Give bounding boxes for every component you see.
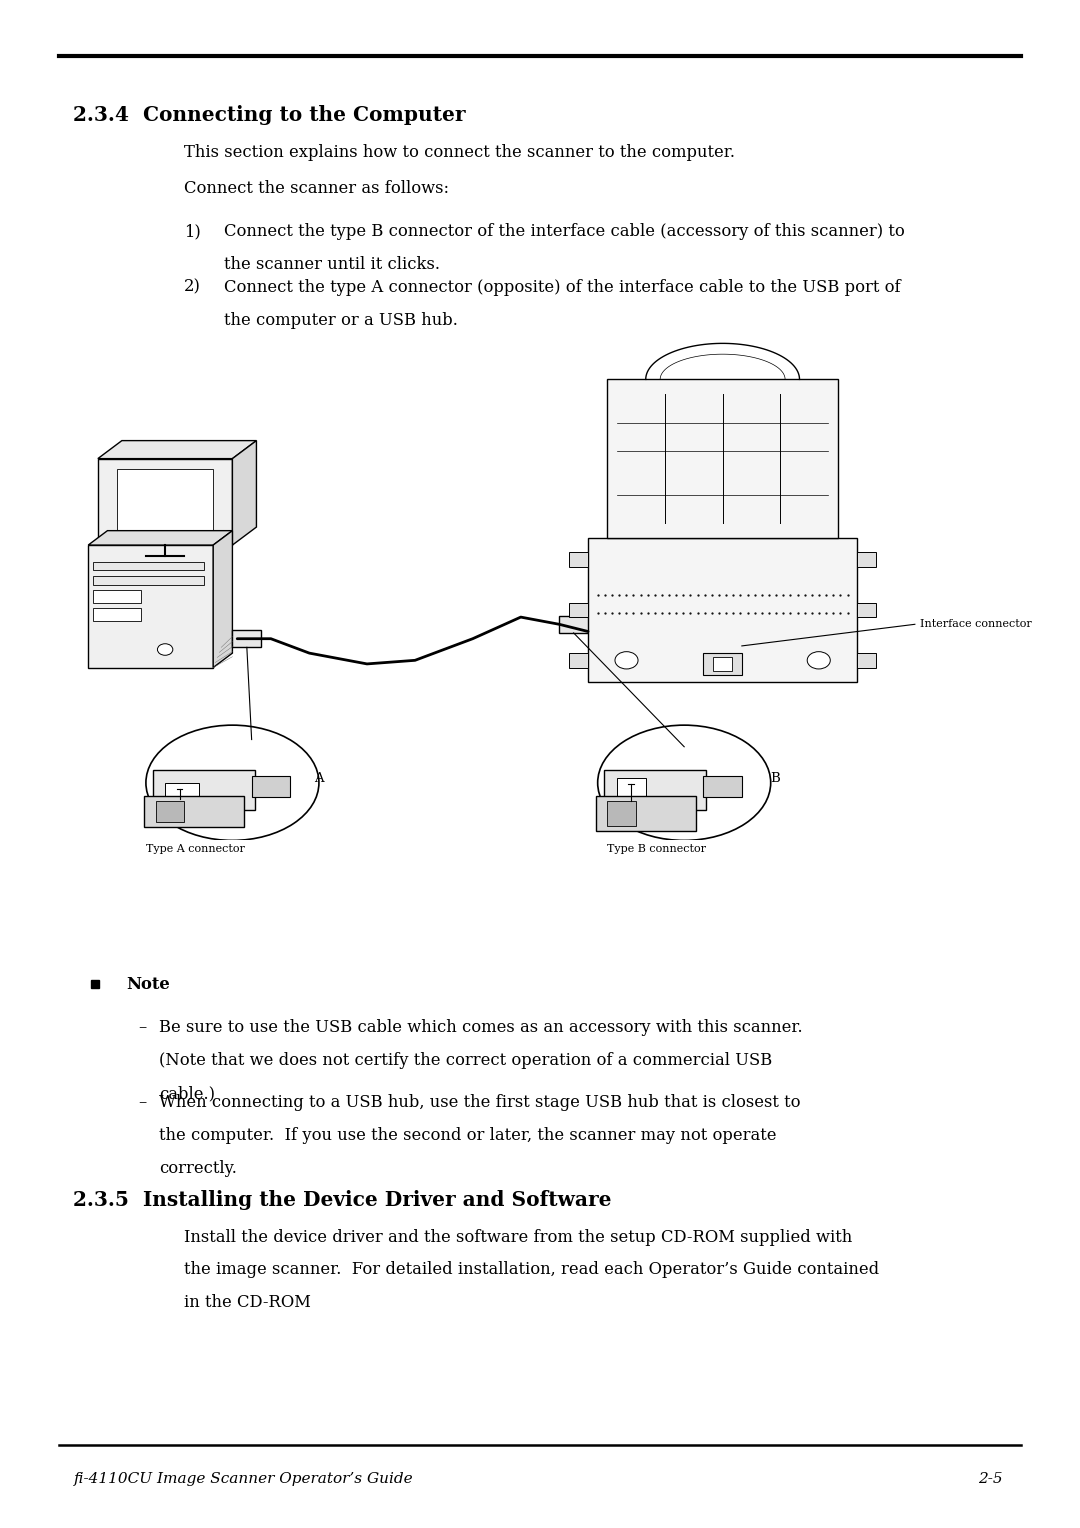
Text: –: – (138, 1019, 147, 1036)
Text: Note: Note (126, 975, 171, 993)
Text: 2.3.4  Connecting to the Computer: 2.3.4 Connecting to the Computer (73, 105, 465, 125)
Text: fi-4110CU Image Scanner Operator’s Guide: fi-4110CU Image Scanner Operator’s Guide (73, 1471, 413, 1487)
Text: 2-5: 2-5 (977, 1471, 1002, 1487)
Text: correctly.: correctly. (159, 1160, 237, 1177)
Text: the computer.  If you use the second or later, the scanner may not operate: the computer. If you use the second or l… (159, 1128, 777, 1144)
Text: 1): 1) (184, 223, 201, 240)
Text: Connect the scanner as follows:: Connect the scanner as follows: (184, 180, 448, 197)
Text: in the CD-ROM: in the CD-ROM (184, 1294, 310, 1311)
Text: Connect the type A connector (opposite) of the interface cable to the USB port o: Connect the type A connector (opposite) … (224, 278, 901, 296)
Text: When connecting to a USB hub, use the first stage USB hub that is closest to: When connecting to a USB hub, use the fi… (159, 1094, 800, 1111)
Text: 2): 2) (184, 278, 201, 296)
Text: (Note that we does not certify the correct operation of a commercial USB: (Note that we does not certify the corre… (159, 1051, 772, 1070)
Text: 2.3.5  Installing the Device Driver and Software: 2.3.5 Installing the Device Driver and S… (73, 1190, 612, 1210)
Text: Connect the type B connector of the interface cable (accessory of this scanner) : Connect the type B connector of the inte… (224, 223, 904, 240)
Text: Install the device driver and the software from the setup CD-ROM supplied with: Install the device driver and the softwa… (184, 1229, 852, 1245)
Text: cable.): cable.) (159, 1085, 215, 1102)
Text: This section explains how to connect the scanner to the computer.: This section explains how to connect the… (184, 144, 734, 160)
Text: the image scanner.  For detailed installation, read each Operator’s Guide contai: the image scanner. For detailed installa… (184, 1262, 879, 1279)
Text: Be sure to use the USB cable which comes as an accessory with this scanner.: Be sure to use the USB cable which comes… (159, 1019, 802, 1036)
Text: –: – (138, 1094, 147, 1111)
Text: the scanner until it clicks.: the scanner until it clicks. (224, 255, 440, 274)
Text: the computer or a USB hub.: the computer or a USB hub. (224, 312, 458, 329)
